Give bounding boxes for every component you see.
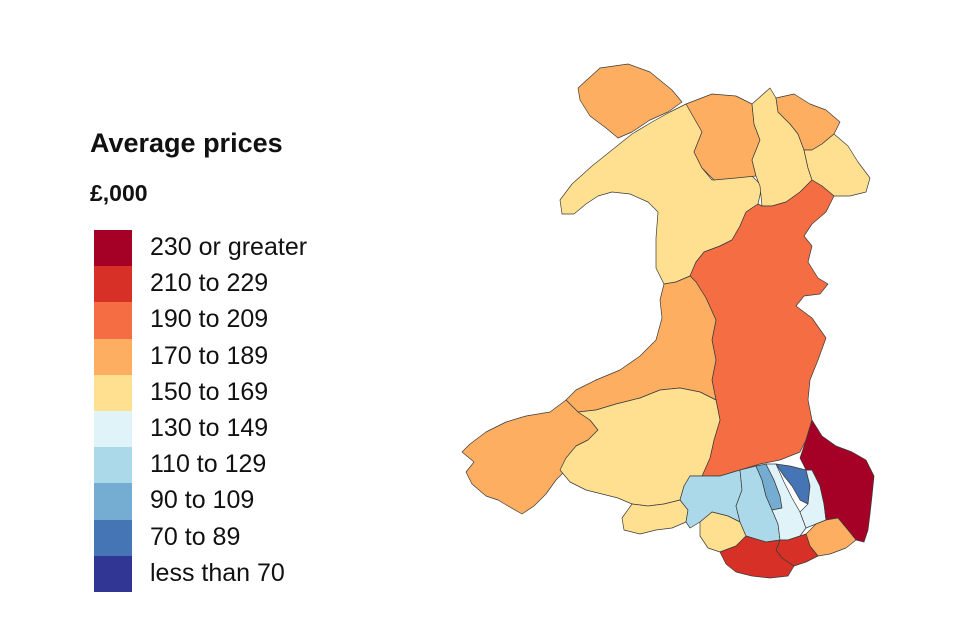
legend-swatch xyxy=(94,555,132,592)
legend-label: 170 to 189 xyxy=(150,341,269,370)
region-swansea[interactable]: Swansea xyxy=(621,499,689,535)
legend-swatch xyxy=(94,410,132,448)
legend-swatch xyxy=(94,230,132,267)
legend-label: 150 to 169 xyxy=(150,377,269,406)
legend-swatch xyxy=(94,338,132,375)
legend-swatch xyxy=(94,266,132,303)
region-powys[interactable]: Powys xyxy=(689,179,835,477)
region-newport[interactable]: Newport xyxy=(805,517,857,557)
legend-label: 90 to 109 xyxy=(150,486,255,515)
legend-label: 210 to 229 xyxy=(150,269,269,298)
legend-label: 230 or greater xyxy=(150,233,308,261)
legend-swatch xyxy=(94,447,132,484)
legend-swatch xyxy=(94,519,132,556)
legend-swatch xyxy=(94,483,132,520)
wales-choropleth-map: Isle of Anglesey Gwynedd Conwy Denbighsh… xyxy=(461,63,875,579)
legend-unit: £,000 xyxy=(90,180,148,206)
region-isle-of-anglesey[interactable]: Isle of Anglesey xyxy=(577,63,683,139)
legend-swatch xyxy=(94,374,132,411)
legend-label: less than 70 xyxy=(150,558,285,587)
legend-title: Average prices xyxy=(90,128,283,158)
legend-swatch xyxy=(94,302,132,339)
legend-label: 110 to 129 xyxy=(150,450,267,479)
legend-label: 130 to 149 xyxy=(150,413,269,442)
region-vale-of-glamorgan[interactable]: Vale of Glamorgan xyxy=(719,535,795,579)
legend-label: 70 to 89 xyxy=(150,522,241,551)
legend-label: 190 to 209 xyxy=(150,305,269,334)
